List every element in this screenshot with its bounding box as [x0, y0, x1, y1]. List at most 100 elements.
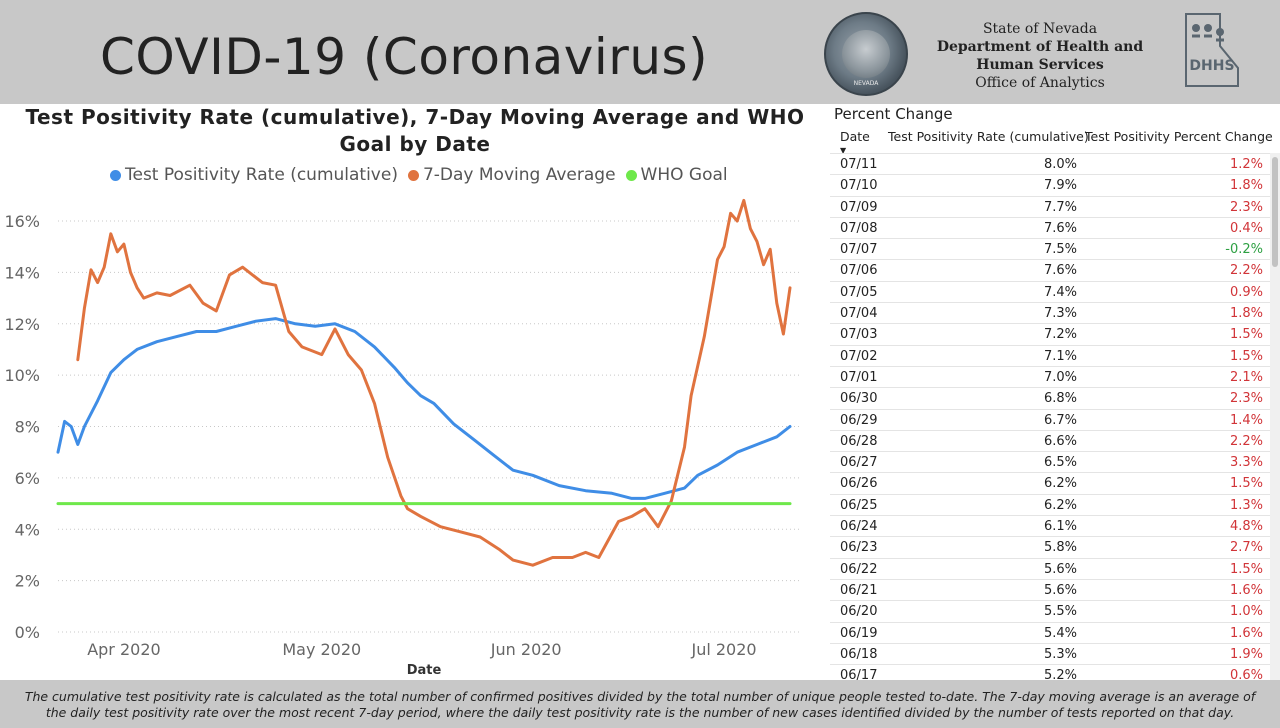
line-chart: 0% 2% 4% 6% 8% 10% 12% 14% 16% Apr 2020 May 2020 Ju… — [4, 198, 800, 678]
table-row[interactable]: 07/07 7.5% -0.2% — [830, 238, 1270, 259]
cell-date: 06/27 — [840, 455, 878, 471]
table-row[interactable]: 06/29 6.7% 1.4% — [830, 408, 1270, 430]
cell-rate: 7.7% — [1043, 199, 1077, 215]
table-row[interactable]: 06/20 5.5% 1.0% — [830, 600, 1270, 621]
table-row[interactable]: 07/01 7.0% 2.1% — [830, 365, 1270, 387]
cell-rate: 7.3% — [1043, 306, 1077, 322]
cell-percent-change: 2.3% — [1229, 199, 1263, 215]
cell-percent-change: 2.2% — [1229, 263, 1263, 279]
series-line-cumulative — [56, 317, 792, 500]
table-row[interactable]: 07/08 7.6% 0.4% — [830, 216, 1270, 238]
cell-rate: 6.8% — [1043, 391, 1077, 407]
table-row[interactable]: 07/11 8.0% 1.2% — [830, 153, 1270, 174]
cell-percent-change: 2.1% — [1229, 369, 1263, 385]
cell-percent-change: -0.2% — [1225, 242, 1263, 258]
x-tick-label: Apr 2020 — [87, 640, 160, 659]
cell-date: 06/19 — [840, 625, 878, 641]
x-tick-label: May 2020 — [282, 640, 361, 659]
dhhs-logo: DHHS — [1185, 13, 1239, 87]
cell-percent-change: 1.8% — [1229, 306, 1263, 322]
cell-rate: 7.5% — [1043, 242, 1077, 258]
y-tick-label: 16% — [4, 212, 40, 231]
cell-percent-change: 1.8% — [1229, 178, 1263, 194]
table-row[interactable]: 07/02 7.1% 1.5% — [830, 344, 1270, 366]
cell-percent-change: 1.5% — [1229, 561, 1263, 577]
cell-rate: 5.4% — [1043, 625, 1077, 641]
column-header-date[interactable]: Date — [840, 129, 870, 144]
table-row[interactable]: 07/10 7.9% 1.8% — [830, 174, 1270, 195]
table-row[interactable]: 06/19 5.4% 1.6% — [830, 621, 1270, 643]
cell-rate: 6.2% — [1043, 497, 1077, 513]
cell-percent-change: 1.0% — [1229, 604, 1263, 620]
cell-rate: 6.5% — [1043, 455, 1077, 471]
table-row[interactable]: 06/25 6.2% 1.3% — [830, 493, 1270, 515]
legend-label-moving-average: 7-Day Moving Average — [422, 165, 616, 185]
sort-descending-icon[interactable]: ▼ — [840, 146, 847, 155]
cell-rate: 7.9% — [1043, 178, 1077, 194]
table-title: Percent Change — [834, 105, 953, 123]
column-header-rate[interactable]: Test Positivity Rate (cumulative) — [888, 129, 1089, 144]
y-tick-label: 8% — [15, 418, 40, 437]
table-row[interactable]: 07/06 7.6% 2.2% — [830, 259, 1270, 280]
cell-rate: 6.1% — [1043, 519, 1077, 535]
table-row[interactable]: 06/21 5.6% 1.6% — [830, 578, 1270, 600]
cell-date: 06/25 — [840, 497, 878, 513]
legend-marker-who-goal — [625, 169, 637, 181]
table-row[interactable]: 06/18 5.3% 1.9% — [830, 642, 1270, 664]
logo-text: DHHS — [1189, 58, 1234, 74]
cell-rate: 7.0% — [1043, 369, 1077, 385]
y-tick-label: 0% — [15, 623, 40, 642]
cell-rate: 7.6% — [1043, 263, 1077, 279]
cell-rate: 6.2% — [1043, 476, 1077, 492]
agency-department: Department of Health and — [936, 39, 1144, 55]
cell-rate: 5.6% — [1043, 582, 1077, 598]
table-scrollbar[interactable] — [1270, 153, 1280, 680]
table-row[interactable]: 07/09 7.7% 2.3% — [830, 195, 1270, 217]
cell-percent-change: 0.4% — [1229, 220, 1263, 236]
table-row[interactable]: 06/26 6.2% 1.5% — [830, 472, 1270, 493]
y-tick-label: 6% — [15, 469, 40, 488]
cell-date: 07/04 — [840, 306, 878, 322]
chart-title: Test Positivity Rate (cumulative), 7-Day… — [25, 105, 805, 156]
table-row[interactable]: 06/17 5.2% 0.6% — [830, 664, 1270, 680]
footnote-bar: The cumulative test positivity rate is c… — [0, 680, 1280, 728]
legend-item-cumulative[interactable]: Test Positivity Rate (cumulative) — [110, 165, 398, 185]
footnote-text: The cumulative test positivity rate is c… — [24, 689, 1256, 720]
table-body: 07/11 8.0% 1.2% 07/10 7.9% 1.8% 07/09 7.7% 2.3% 0… — [830, 153, 1270, 680]
table-row[interactable]: 06/22 5.6% 1.5% — [830, 557, 1270, 579]
table-row[interactable]: 06/28 6.6% 2.2% — [830, 429, 1270, 451]
cell-date: 07/09 — [840, 199, 878, 215]
cell-percent-change: 1.2% — [1229, 157, 1263, 172]
percent-change-table: Percent Change Date ▼ Test Positivity Ra… — [830, 104, 1280, 680]
cell-rate: 5.3% — [1043, 646, 1077, 662]
cell-date: 06/23 — [840, 540, 878, 556]
cell-percent-change: 2.7% — [1229, 540, 1263, 556]
legend-item-who-goal[interactable]: WHO Goal — [625, 165, 728, 185]
seal-text: NEVADA — [853, 80, 879, 87]
agency-department-2: Human Services — [976, 57, 1104, 73]
seal-emblem — [842, 30, 890, 78]
table-row[interactable]: 07/04 7.3% 1.8% — [830, 302, 1270, 323]
cell-date: 07/11 — [840, 157, 878, 172]
y-tick-label: 12% — [4, 315, 40, 334]
y-tick-label: 4% — [15, 520, 40, 539]
series-line-moving-average — [76, 198, 792, 567]
table-row[interactable]: 06/30 6.8% 2.3% — [830, 387, 1270, 408]
agency-state: State of Nevada — [982, 21, 1098, 37]
table-row[interactable]: 06/24 6.1% 4.8% — [830, 515, 1270, 536]
table-row[interactable]: 06/27 6.5% 3.3% — [830, 451, 1270, 472]
cell-date: 06/26 — [840, 476, 878, 492]
table-row[interactable]: 06/23 5.8% 2.7% — [830, 536, 1270, 557]
table-row[interactable]: 07/03 7.2% 1.5% — [830, 323, 1270, 344]
y-tick-label: 10% — [4, 366, 40, 385]
header-bar: COVID-19 (Coronavirus) NEVADA State of N… — [0, 0, 1280, 104]
nevada-seal-logo: NEVADA — [824, 12, 908, 96]
column-header-change[interactable]: Test Positivity Percent Change — [1085, 129, 1273, 144]
cell-rate: 5.2% — [1043, 668, 1077, 680]
cell-rate: 8.0% — [1043, 157, 1077, 172]
cell-rate: 6.7% — [1043, 412, 1077, 428]
page-title: COVID-19 (Coronavirus) — [100, 28, 709, 86]
table-row[interactable]: 07/05 7.4% 0.9% — [830, 280, 1270, 302]
scrollbar-thumb[interactable] — [1272, 157, 1278, 267]
legend-item-moving-average[interactable]: 7-Day Moving Average — [407, 165, 616, 185]
